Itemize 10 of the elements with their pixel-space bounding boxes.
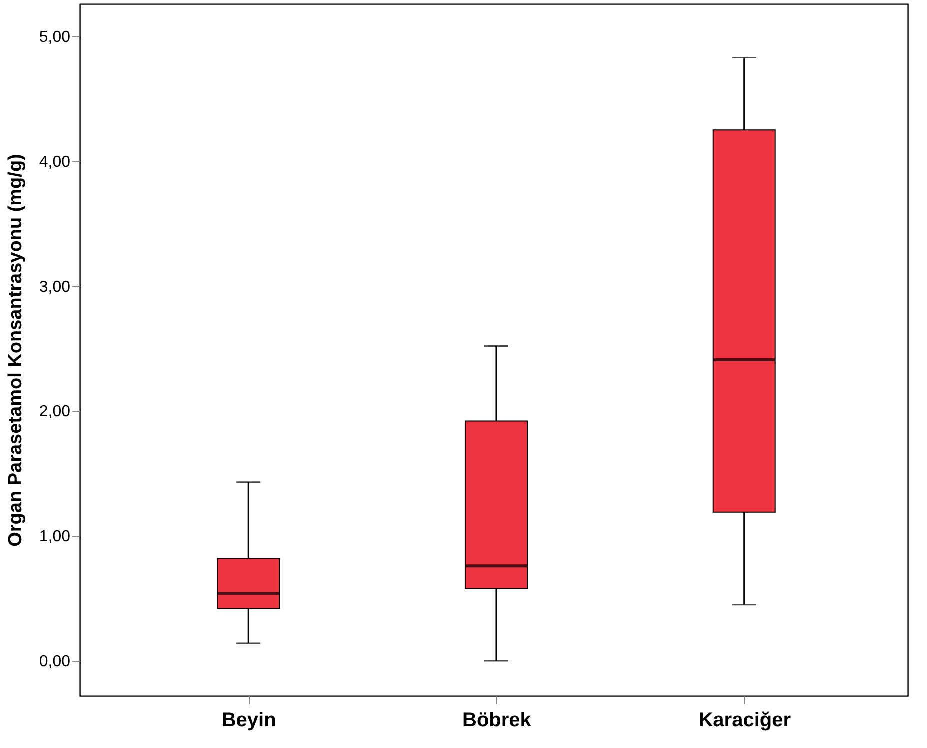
x-tick-label: Böbrek [462, 710, 532, 732]
y-tick-label: 2,00 [39, 404, 71, 421]
y-tick-label: 1,00 [39, 528, 71, 546]
y-tick-label: 5,00 [39, 28, 71, 46]
y-tick-label: 0,00 [39, 654, 71, 671]
y-tick-label: 4,00 [39, 154, 71, 171]
y-axis-title: Organ Parasetamol Konsantrasyonu (mg/g) [5, 154, 26, 547]
x-tick-label: Karaciğer [698, 710, 792, 732]
x-tick-label: Beyin [222, 710, 276, 732]
y-tick-label: 3,00 [39, 278, 71, 296]
